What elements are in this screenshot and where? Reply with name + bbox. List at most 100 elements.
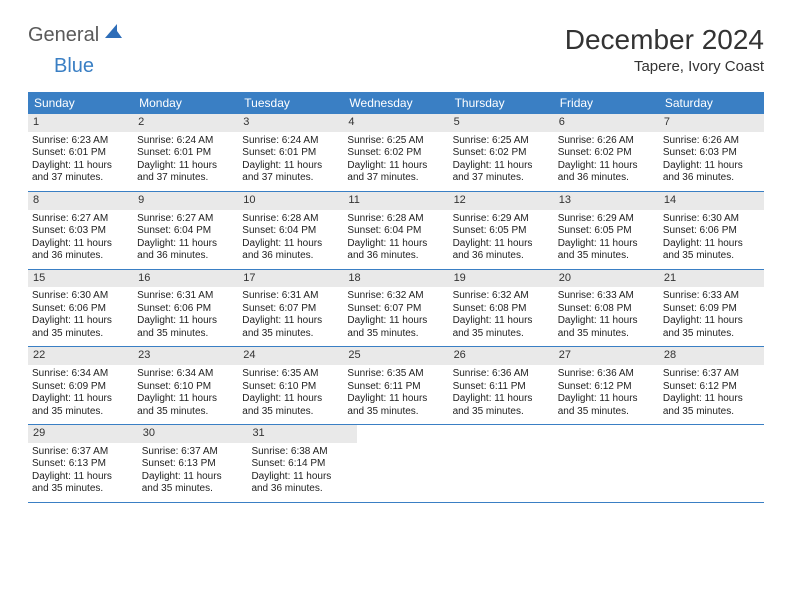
daylight-line-1: Daylight: 11 hours [32, 160, 129, 173]
day-cell: 11 Sunrise: 6:28 AMSunset: 6:04 PMDayligh… [343, 192, 448, 269]
day-cell: 19 Sunrise: 6:32 AMSunset: 6:08 PMDayligh… [449, 270, 554, 347]
sunrise-line: Sunrise: 6:29 AM [558, 213, 655, 226]
day-cell: 22Sunrise: 6:34 AMSunset: 6:09 PMDayligh… [28, 347, 133, 424]
date-number: 29 [28, 425, 138, 443]
date-number: 13 [554, 192, 659, 210]
daylight-line-1: Daylight: 11 hours [453, 238, 550, 251]
daylight-line-1: Daylight: 11 hours [32, 238, 129, 251]
date-number: 28 [659, 347, 764, 365]
week-row: 22Sunrise: 6:34 AMSunset: 6:09 PMDayligh… [28, 347, 764, 425]
sunrise-line: Sunrise: 6:28 AM [347, 213, 444, 226]
sunset-line: Sunset: 6:13 PM [142, 458, 244, 471]
sunrise-line: Sunrise: 6:34 AM [32, 368, 129, 381]
daylight-line-1: Daylight: 11 hours [32, 315, 129, 328]
daylight-line-1: Daylight: 11 hours [32, 471, 134, 484]
daylight-line-1: Daylight: 11 hours [347, 238, 444, 251]
week-row: 8Sunrise: 6:27 AMSunset: 6:03 PMDaylight… [28, 192, 764, 270]
daylight-line-2: and 35 minutes. [663, 328, 760, 341]
day-header-tuesday: Tuesday [238, 92, 343, 114]
daylight-line-1: Daylight: 11 hours [558, 315, 655, 328]
sunset-line: Sunset: 6:02 PM [347, 147, 444, 160]
daylight-line-1: Daylight: 11 hours [663, 393, 760, 406]
sunset-line: Sunset: 6:08 PM [558, 303, 655, 316]
date-number: 4 [343, 114, 448, 132]
daylight-line-2: and 36 minutes. [347, 250, 444, 263]
sunrise-line: Sunrise: 6:30 AM [32, 290, 129, 303]
day-cell: 2Sunrise: 6:24 AMSunset: 6:01 PMDaylight… [133, 114, 238, 191]
day-cell: 28Sunrise: 6:37 AMSunset: 6:12 PMDayligh… [659, 347, 764, 424]
date-number: 17 [238, 270, 343, 288]
sunset-line: Sunset: 6:05 PM [558, 225, 655, 238]
day-cell: 1Sunrise: 6:23 AMSunset: 6:01 PMDaylight… [28, 114, 133, 191]
daylight-line-1: Daylight: 11 hours [242, 160, 339, 173]
sunset-line: Sunset: 6:14 PM [251, 458, 353, 471]
sunrise-line: Sunrise: 6:23 AM [32, 135, 129, 148]
daylight-line-2: and 35 minutes. [32, 328, 129, 341]
day-cell: 29Sunrise: 6:37 AMSunset: 6:13 PMDayligh… [28, 425, 138, 502]
sunrise-line: Sunrise: 6:32 AM [453, 290, 550, 303]
sunrise-line: Sunrise: 6:36 AM [558, 368, 655, 381]
logo: General [28, 24, 125, 47]
sunrise-line: Sunrise: 6:34 AM [137, 368, 234, 381]
date-number: 11 [343, 192, 448, 210]
sunset-line: Sunset: 6:08 PM [453, 303, 550, 316]
day-cell: 24Sunrise: 6:35 AMSunset: 6:10 PMDayligh… [238, 347, 343, 424]
sunset-line: Sunset: 6:12 PM [558, 381, 655, 394]
sunset-line: Sunset: 6:04 PM [347, 225, 444, 238]
day-header-row: SundayMondayTuesdayWednesdayThursdayFrid… [28, 92, 764, 114]
daylight-line-2: and 35 minutes. [453, 406, 550, 419]
calendar-grid: SundayMondayTuesdayWednesdayThursdayFrid… [28, 92, 764, 503]
daylight-line-2: and 37 minutes. [137, 172, 234, 185]
day-header-saturday: Saturday [659, 92, 764, 114]
sunset-line: Sunset: 6:03 PM [663, 147, 760, 160]
date-number: 2 [133, 114, 238, 132]
sunrise-line: Sunrise: 6:37 AM [663, 368, 760, 381]
sunset-line: Sunset: 6:07 PM [347, 303, 444, 316]
date-number: 1 [28, 114, 133, 132]
sunrise-line: Sunrise: 6:37 AM [32, 446, 134, 459]
daylight-line-2: and 35 minutes. [137, 328, 234, 341]
daylight-line-2: and 35 minutes. [558, 406, 655, 419]
date-number: 23 [133, 347, 238, 365]
date-number: 27 [554, 347, 659, 365]
daylight-line-2: and 37 minutes. [347, 172, 444, 185]
day-header-sunday: Sunday [28, 92, 133, 114]
date-number: 8 [28, 192, 133, 210]
sunrise-line: Sunrise: 6:24 AM [242, 135, 339, 148]
sunset-line: Sunset: 6:10 PM [242, 381, 339, 394]
day-header-friday: Friday [554, 92, 659, 114]
weeks-container: 1Sunrise: 6:23 AMSunset: 6:01 PMDaylight… [28, 114, 764, 503]
logo-text-blue: Blue [54, 55, 94, 77]
daylight-line-1: Daylight: 11 hours [251, 471, 353, 484]
date-number: 14 [659, 192, 764, 210]
day-cell: 18Sunrise: 6:32 AMSunset: 6:07 PMDayligh… [343, 270, 448, 347]
daylight-line-1: Daylight: 11 hours [453, 315, 550, 328]
daylight-line-1: Daylight: 11 hours [558, 160, 655, 173]
daylight-line-2: and 36 minutes. [251, 483, 353, 496]
logo-text-general: General [28, 24, 99, 47]
sunrise-line: Sunrise: 6:35 AM [347, 368, 444, 381]
day-cell: 27Sunrise: 6:36 AMSunset: 6:12 PMDayligh… [554, 347, 659, 424]
daylight-line-2: and 35 minutes. [663, 406, 760, 419]
daylight-line-1: Daylight: 11 hours [558, 238, 655, 251]
day-cell: 25Sunrise: 6:35 AMSunset: 6:11 PMDayligh… [343, 347, 448, 424]
daylight-line-1: Daylight: 11 hours [453, 393, 550, 406]
sunset-line: Sunset: 6:06 PM [663, 225, 760, 238]
daylight-line-1: Daylight: 11 hours [137, 160, 234, 173]
date-number: 5 [449, 114, 554, 132]
date-number: 20 [554, 270, 659, 288]
daylight-line-1: Daylight: 11 hours [663, 315, 760, 328]
date-number: 7 [659, 114, 764, 132]
sunset-line: Sunset: 6:07 PM [242, 303, 339, 316]
date-number: 16 [133, 270, 238, 288]
daylight-line-1: Daylight: 11 hours [347, 315, 444, 328]
daylight-line-2: and 37 minutes. [242, 172, 339, 185]
date-number: 9 [133, 192, 238, 210]
date-number: 21 [659, 270, 764, 288]
daylight-line-2: and 35 minutes. [242, 328, 339, 341]
day-cell: 5Sunrise: 6:25 AMSunset: 6:02 PMDaylight… [449, 114, 554, 191]
date-number: 19 [449, 270, 554, 288]
sunset-line: Sunset: 6:01 PM [137, 147, 234, 160]
day-cell: 12Sunrise: 6:29 AMSunset: 6:05 PMDayligh… [449, 192, 554, 269]
day-cell: 9Sunrise: 6:27 AMSunset: 6:04 PMDaylight… [133, 192, 238, 269]
